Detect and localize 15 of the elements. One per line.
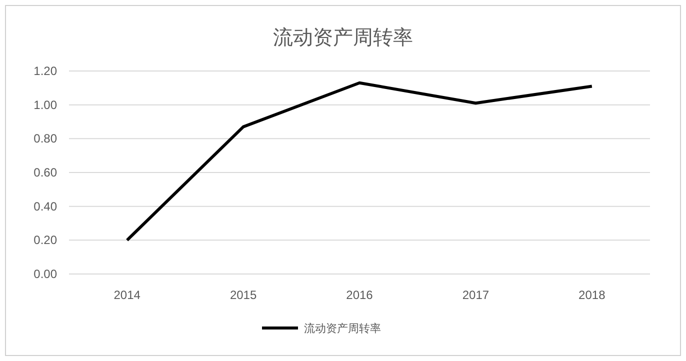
x-tick-label: 2017 [462, 288, 490, 302]
y-tick-label: 0.80 [34, 132, 58, 146]
y-tick-label: 0.20 [34, 233, 58, 248]
y-tick-label: 0.00 [34, 267, 58, 281]
line-series [126, 81, 594, 242]
x-tick-label: 2016 [346, 288, 374, 302]
x-tick-label: 2015 [230, 288, 257, 302]
x-tick-label: 2018 [578, 288, 606, 302]
y-tick-label: 0.40 [34, 199, 58, 214]
chart-title: 流动资产周转率 [273, 25, 413, 49]
y-tick-label: 1.20 [34, 64, 58, 78]
y-tick-label: 0.60 [34, 166, 58, 180]
x-tick-label: 2014 [114, 288, 141, 302]
y-tick-label: 1.00 [34, 98, 58, 112]
legend-label: 流动资产周转率 [304, 322, 381, 335]
